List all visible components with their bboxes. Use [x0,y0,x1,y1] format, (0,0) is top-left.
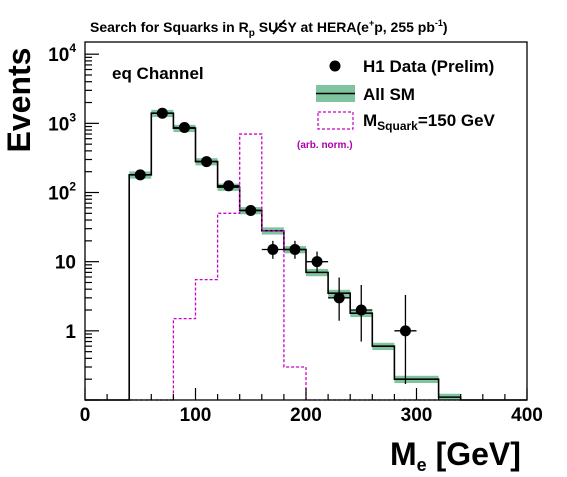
data-point [239,204,262,216]
x-label-main: M [390,436,417,472]
data-marker [311,256,323,268]
data-marker [156,107,168,119]
plot-frame [84,41,528,401]
data-marker [134,169,146,181]
legend-signal-main: M [363,111,377,130]
y-tick-label: 1 [65,322,76,343]
x-axis-label: Me [GeV] [390,436,521,475]
title-exp: -1 [435,18,443,28]
legend-signal-label: MSquark=150 GeV [363,111,496,133]
legend: H1 Data (Prelim) All SM MSquark=150 GeV … [297,57,496,151]
x-tick-label: 0 [80,405,91,426]
data-point [306,251,329,273]
y-tick-exponent: 3 [69,110,76,124]
data-marker [355,304,367,316]
data-points-layer [129,107,417,385]
data-point [217,180,240,192]
y-tick-label: 104 [48,41,76,66]
data-marker [178,122,190,134]
data-marker [399,325,411,337]
data-marker [245,204,257,216]
signal-histogram-layer [85,133,527,401]
y-axis-label: Events [1,48,37,153]
x-label-sub: e [417,455,427,475]
data-point [151,107,174,119]
data-marker [223,180,235,192]
sm-histogram-layer [85,112,527,401]
data-marker [267,243,279,255]
data-point [261,240,284,259]
title-main: Search for Squarks in [90,19,239,35]
data-point [283,240,306,259]
legend-sm-label: All SM [363,85,415,104]
legend-signal-sub: Squark [377,119,418,133]
channel-label: eq Channel [112,64,204,83]
title-close: ) [443,19,448,35]
title-rp-symbol: R [239,19,249,35]
legend-signal-swatch [317,111,354,130]
rp-slash [272,19,286,35]
data-marker [289,243,301,255]
sm-histogram [85,112,527,401]
legend-signal-rest: =150 GeV [418,111,496,130]
title-p: p, 255 pb [374,19,435,35]
y-tick-exponent: 4 [69,41,76,55]
x-tick-label: 100 [180,405,212,426]
data-point [195,156,218,168]
data-point [173,122,196,134]
x-tick-label: 300 [401,405,433,426]
title-susy: SUSY at HERA(e [255,19,369,35]
y-tick-base: 10 [48,114,69,135]
legend-arb-norm: (arb. norm.) [297,140,353,151]
data-marker [201,156,213,168]
y-tick-label: 10 [55,253,76,274]
x-tick-label: 400 [511,405,543,426]
data-point [328,277,351,321]
title-rp-sub: p [249,28,255,39]
y-tick-exponent: 2 [69,180,76,194]
legend-data-marker [329,60,341,72]
y-tick-label: 103 [48,110,76,135]
title-plus: + [369,18,374,28]
plot-border [84,41,528,401]
data-marker [333,292,345,304]
data-point [350,284,373,342]
y-tick-base: 10 [48,45,69,66]
signal-histogram [85,133,527,401]
y-tick-base: 1 [65,322,76,343]
x-label-unit: [GeV] [427,436,521,472]
chart-title: Search for Squarks in Rp SUSY at HERA(e+… [90,18,448,39]
x-ticks-layer: 0 100 200 300 400 [80,388,543,426]
data-point [394,294,417,385]
legend-data-label: H1 Data (Prelim) [363,57,494,76]
data-point [129,169,152,181]
y-tick-label: 102 [48,180,76,205]
x-tick-label: 200 [290,405,322,426]
y-tick-base: 10 [55,253,76,274]
y-tick-base: 10 [48,184,69,205]
